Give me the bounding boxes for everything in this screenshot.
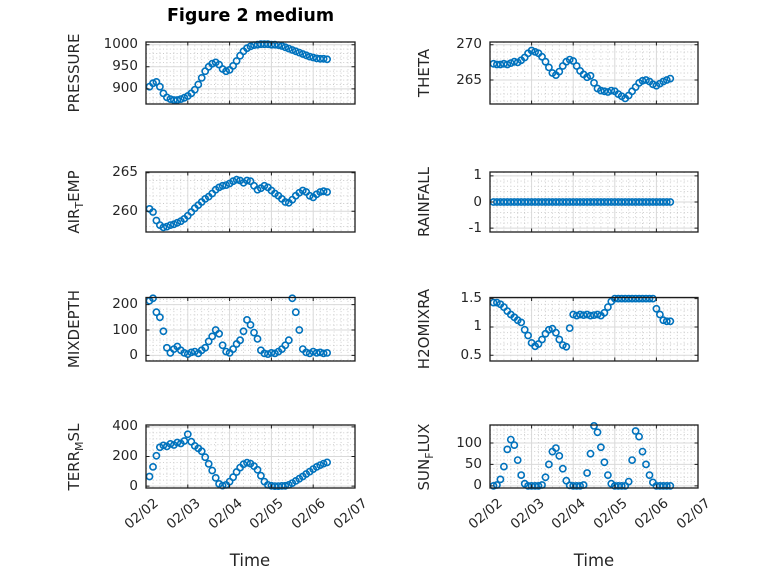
ytick-label-h2omixra: 1.5 [460, 290, 482, 307]
major-grid [146, 425, 355, 488]
ytick-label-pressure: 1000 [103, 36, 138, 53]
xlabel-time-left: Time [229, 551, 271, 570]
ylabel-text: LUX [415, 423, 433, 452]
subplot-air-temp [145, 171, 356, 233]
tick-marks [145, 42, 356, 104]
ytick-label-air-temp: 260 [112, 202, 138, 219]
subplot-terr-msl [145, 424, 356, 490]
ylabel-subscript: M [73, 440, 86, 451]
ytick-label-terr-msl: 0 [129, 477, 138, 494]
data-markers-pressure [145, 40, 331, 104]
ylabel-text: RAINFALL [415, 167, 433, 237]
axes-box [145, 171, 356, 233]
tick-marks [145, 425, 356, 488]
major-grid [146, 172, 355, 232]
subplot-h2omixra [489, 294, 699, 362]
minor-grid [146, 42, 355, 104]
xlabel-time-right: Time [573, 551, 615, 570]
ytick-label-air-temp: 265 [112, 164, 138, 181]
ytick-label-mixdepth: 100 [112, 321, 138, 338]
minor-grid [490, 425, 698, 488]
ylabel-subscript: F [423, 451, 436, 459]
ytick-label-mixdepth: 0 [129, 346, 138, 363]
major-grid [490, 42, 698, 104]
ylabel-subscript: T [73, 201, 86, 209]
ylabel-text: SL [65, 423, 83, 441]
tick-marks [145, 297, 356, 361]
ylabel-text: THETA [415, 48, 433, 98]
ytick-label-terr-msl: 200 [112, 448, 138, 464]
major-grid [490, 425, 698, 488]
subplot-pressure [145, 40, 356, 105]
data-markers-mixdepth [145, 294, 331, 358]
minor-grid [490, 297, 698, 362]
ytick-label-pressure: 900 [112, 80, 138, 97]
ytick-label-terr-msl: 400 [112, 418, 138, 435]
subplot-rainfall [489, 171, 699, 233]
subplot-theta [489, 41, 699, 105]
data-markers-terr-msl [145, 430, 331, 490]
ytick-label-pressure: 950 [112, 58, 138, 75]
ytick-label-rainfall: 0 [473, 193, 482, 210]
axes-box [489, 296, 699, 362]
minor-grid [146, 297, 355, 361]
minor-grid [490, 172, 698, 232]
ytick-label-mixdepth: 200 [112, 296, 138, 313]
data-markers-sun-flux [489, 421, 675, 490]
major-grid [146, 297, 355, 361]
tick-marks [489, 172, 699, 232]
axes-box [145, 296, 356, 362]
tick-marks [489, 297, 699, 361]
ylabel-text: SUN [415, 458, 433, 490]
subplot-mixdepth [145, 294, 356, 362]
ytick-label-rainfall: 1 [473, 167, 482, 184]
axes-box [489, 41, 699, 105]
minor-grid [146, 172, 355, 232]
ytick-label-h2omixra: 0.5 [460, 346, 482, 363]
data-markers-theta [489, 46, 675, 103]
ytick-label-rainfall: -1 [468, 219, 482, 236]
ytick-label-sun-flux: 0 [473, 477, 482, 494]
ylabel-sun-flux: SUNFLUX [414, 357, 436, 557]
subplot-sun-flux [489, 421, 699, 490]
figure-title: Figure 2 medium [166, 6, 335, 26]
ylabel-text: TERR [65, 450, 83, 490]
ytick-label-theta: 265 [456, 71, 482, 88]
ytick-label-h2omixra: 1 [473, 318, 482, 335]
ylabel-terr-msl: TERRMSL [64, 357, 86, 557]
tick-marks [489, 42, 699, 104]
tick-marks [489, 425, 699, 488]
axes-box [145, 41, 356, 105]
ytick-label-theta: 270 [456, 36, 482, 53]
tick-marks [145, 172, 356, 232]
ylabel-text: EMP [65, 170, 83, 202]
axes-box [489, 424, 699, 489]
ytick-label-sun-flux: 100 [456, 434, 482, 451]
ylabel-text: PRESSURE [65, 33, 83, 113]
data-markers-h2omixra [489, 294, 675, 351]
data-markers-rainfall [489, 198, 675, 206]
ytick-label-sun-flux: 50 [464, 455, 482, 472]
